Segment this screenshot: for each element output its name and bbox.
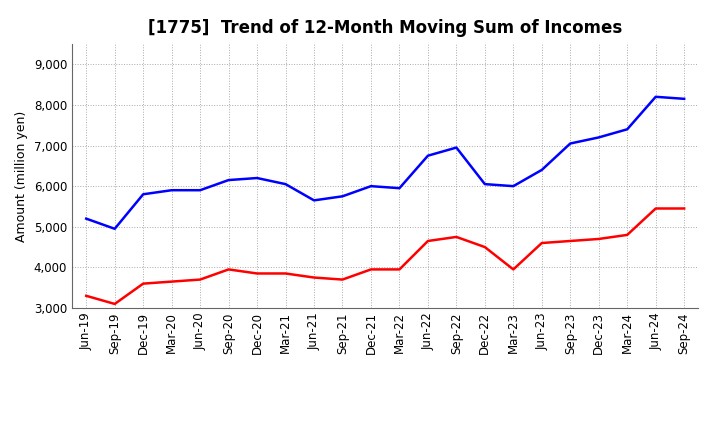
Ordinary Income — [566, 141, 575, 146]
Ordinary Income — [680, 96, 688, 102]
Net Income — [310, 275, 318, 280]
Ordinary Income — [595, 135, 603, 140]
Title: [1775]  Trend of 12-Month Moving Sum of Incomes: [1775] Trend of 12-Month Moving Sum of I… — [148, 19, 622, 37]
Ordinary Income — [423, 153, 432, 158]
Ordinary Income — [338, 194, 347, 199]
Net Income — [623, 232, 631, 238]
Ordinary Income — [652, 94, 660, 99]
Net Income — [110, 301, 119, 307]
Net Income — [338, 277, 347, 282]
Ordinary Income — [253, 176, 261, 181]
Ordinary Income — [366, 183, 375, 189]
Y-axis label: Amount (million yen): Amount (million yen) — [15, 110, 28, 242]
Net Income — [196, 277, 204, 282]
Ordinary Income — [623, 127, 631, 132]
Net Income — [423, 238, 432, 244]
Ordinary Income — [225, 177, 233, 183]
Ordinary Income — [139, 192, 148, 197]
Net Income — [167, 279, 176, 284]
Ordinary Income — [110, 226, 119, 231]
Ordinary Income — [196, 187, 204, 193]
Net Income — [680, 206, 688, 211]
Net Income — [395, 267, 404, 272]
Line: Net Income: Net Income — [86, 209, 684, 304]
Line: Ordinary Income: Ordinary Income — [86, 97, 684, 229]
Ordinary Income — [167, 187, 176, 193]
Net Income — [566, 238, 575, 244]
Net Income — [282, 271, 290, 276]
Ordinary Income — [480, 181, 489, 187]
Net Income — [509, 267, 518, 272]
Net Income — [652, 206, 660, 211]
Net Income — [595, 236, 603, 242]
Ordinary Income — [310, 198, 318, 203]
Ordinary Income — [509, 183, 518, 189]
Net Income — [537, 240, 546, 246]
Ordinary Income — [395, 186, 404, 191]
Net Income — [253, 271, 261, 276]
Net Income — [225, 267, 233, 272]
Net Income — [366, 267, 375, 272]
Ordinary Income — [452, 145, 461, 150]
Ordinary Income — [282, 181, 290, 187]
Net Income — [139, 281, 148, 286]
Net Income — [82, 293, 91, 298]
Net Income — [480, 245, 489, 250]
Ordinary Income — [82, 216, 91, 221]
Ordinary Income — [537, 167, 546, 172]
Net Income — [452, 234, 461, 239]
